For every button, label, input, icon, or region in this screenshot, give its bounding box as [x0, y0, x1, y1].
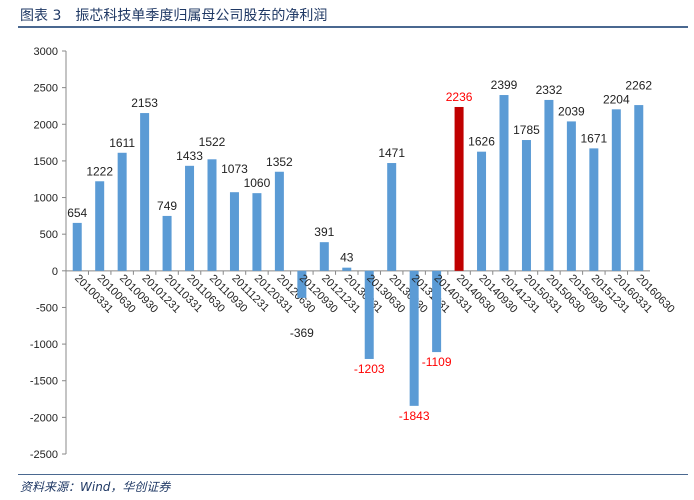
data-label: 1433: [176, 149, 203, 163]
data-label: 1471: [378, 146, 405, 160]
bar-20100630: [95, 181, 105, 271]
bar-20140331: [432, 270, 442, 353]
data-label: -1203: [354, 362, 385, 376]
bar-20120331: [252, 193, 262, 271]
y-tick-label: -2000: [30, 412, 58, 424]
data-label: 2039: [558, 104, 585, 118]
bar-20140630: [454, 106, 464, 271]
bar-20110930: [207, 159, 217, 271]
bar-20130331: [342, 267, 352, 271]
y-tick-label: 1000: [34, 193, 58, 205]
bar-20111231: [229, 192, 239, 271]
data-label: 1060: [244, 176, 271, 190]
bar-20130930: [387, 163, 397, 271]
data-label: 1785: [513, 123, 540, 137]
data-label: 2204: [603, 92, 630, 106]
data-label: -1843: [399, 409, 430, 423]
bar-20120630: [274, 171, 284, 271]
y-tick-label: 0: [52, 266, 58, 278]
bar-chart: -2500 -2000 -1500 -1000 -500 0 500 1000 1500 2000…: [30, 46, 677, 461]
bar-20110630: [185, 165, 195, 271]
source-note: 资料来源：Wind，华创证券: [20, 480, 171, 494]
data-label: 2236: [446, 90, 473, 104]
bar-20150331: [521, 140, 531, 271]
y-tick-label: 2000: [34, 119, 58, 131]
bar-20110331: [162, 215, 172, 271]
data-label: -1109: [422, 355, 452, 369]
data-label: 1352: [266, 155, 293, 169]
data-label: -369: [290, 326, 314, 340]
chart-title: 图表 3 振芯科技单季度归属母公司股东的净利润: [20, 8, 328, 24]
data-label: 2153: [131, 96, 158, 110]
bar-20100930: [117, 152, 127, 271]
bar-20100331: [72, 222, 82, 271]
y-tick-label: -1000: [30, 339, 58, 351]
bar-20150930: [566, 121, 576, 271]
bar-20160331: [611, 109, 621, 271]
data-label: 1671: [580, 131, 607, 145]
bar-20141231: [499, 95, 509, 271]
data-label: 654: [67, 206, 87, 220]
data-label: 749: [157, 199, 177, 213]
title-divider: [18, 26, 688, 28]
y-tick-label: 500: [40, 229, 58, 241]
data-label: 1611: [109, 136, 135, 150]
data-label: 1626: [468, 135, 495, 149]
bar-20151231: [589, 148, 599, 271]
data-label: 1222: [86, 164, 113, 178]
bar-20140930: [477, 151, 487, 271]
data-label: 1522: [199, 135, 226, 149]
data-label: 43: [340, 251, 354, 265]
data-label: 2332: [536, 83, 563, 97]
bar-20121231: [319, 242, 329, 271]
y-tick-label: -2500: [30, 449, 58, 461]
y-tick-label: -1500: [30, 376, 58, 388]
bar-20120930: [297, 270, 307, 298]
y-tick-label: 3000: [34, 46, 58, 58]
source-divider: [18, 474, 688, 475]
bar-20160630: [634, 105, 644, 271]
bar-20150630: [544, 99, 554, 271]
y-tick-label: -500: [36, 302, 58, 314]
y-tick-label: 1500: [34, 156, 58, 168]
data-label: 1073: [221, 162, 248, 176]
data-label: 2262: [625, 78, 652, 92]
bar-20101231: [140, 113, 150, 271]
data-label: 391: [314, 225, 334, 239]
bar-20130630: [364, 270, 374, 359]
y-tick-label: 2500: [34, 83, 58, 95]
bar-20131231: [409, 270, 419, 406]
data-label: 2399: [491, 78, 518, 92]
